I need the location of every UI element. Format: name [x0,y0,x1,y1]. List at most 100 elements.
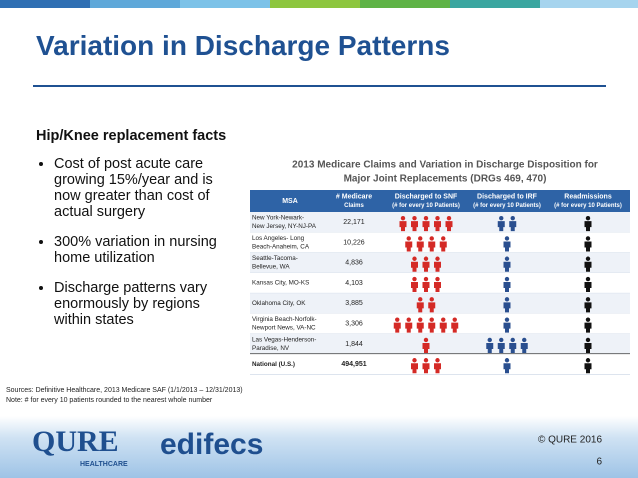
snf-icon [393,317,401,333]
icon-head [435,215,440,221]
icon-head [499,337,504,343]
snf-icon [434,358,441,374]
icon-head [585,297,591,302]
icon-body [428,302,436,313]
logo-sub: HEALTHCARE [80,461,128,468]
claims: 22,171 [343,219,365,226]
icon-body [405,241,413,252]
readmissions-icon [584,337,592,353]
msa-name: Bellevue, WA [252,264,290,271]
sources: Sources: Definitive Healthcare, 2013 Med… [6,386,243,406]
icon-head [487,337,492,343]
snf-icon [422,256,430,272]
icon-body [509,221,517,232]
column-header: (# for every 10 Patients) [554,203,622,209]
icon-head [429,236,434,241]
snf-icon [434,215,441,232]
column-header: Claims [344,203,364,209]
snf-icon [416,317,424,333]
readmissions-icon [584,317,592,333]
claims: 4,836 [345,260,363,267]
icon-head [504,256,510,261]
facts-heading: Hip/Knee replacement facts [36,128,227,144]
icon-body [445,221,453,232]
msa-name: Paradise, NV [252,345,290,352]
source-line: Note: # for every 10 patients rounded to… [6,397,213,404]
icon-head [446,215,452,221]
snf-icon [422,358,430,374]
icon-body [584,261,592,272]
icon-head [585,358,591,363]
readmissions-icon [584,297,592,313]
icon-body [584,221,592,232]
snf-icon [411,256,418,272]
readmissions-icon [584,215,592,232]
msa-name: Kansas City, MO-KS [252,280,309,287]
irf-icon [520,337,528,353]
icon-body [509,342,517,353]
irf-icon [497,337,505,353]
snf-icon [411,215,418,232]
icon-head [522,337,527,343]
icon-head [585,236,591,241]
snf-icon [405,317,413,333]
column-header: Discharged to SNF [395,193,458,200]
snf-icon [422,215,430,232]
icon-body [411,363,418,374]
column-header: # Medicare [336,193,372,200]
icon-body [428,241,436,252]
row-bg [250,293,630,314]
page-number: 6 [596,457,602,468]
icon-head [406,317,411,322]
icon-body [434,282,441,293]
icon-body [422,282,430,293]
icon-head [504,358,510,363]
icon-body [411,221,418,232]
icon-body [434,261,441,272]
snf-icon [411,358,418,374]
icon-head [395,317,400,322]
snf-icon [428,236,436,252]
icon-body [399,221,407,232]
snf-icon [411,276,418,293]
icon-body [422,221,430,232]
irf-icon [503,236,511,252]
column-header: (# for every 10 Patients) [392,203,460,209]
icon-head [412,358,417,363]
icon-body [584,241,592,252]
source-line: Sources: Definitive Healthcare, 2013 Med… [6,387,243,394]
icon-head [504,297,510,302]
logo-main: QURE [32,425,119,458]
column-header: (# for every 10 Patients) [473,203,541,209]
msa-name: Seattle-Tacoma- [252,255,298,262]
claims: 3,306 [345,320,363,327]
partner-logo: edifecs [160,428,263,461]
msa-name: Beach-Anaheim, CA [252,243,310,250]
snf-icon [451,317,459,333]
claims: 494,951 [341,361,366,368]
icon-body [416,241,424,252]
icon-body [503,302,511,313]
snf-icon [439,317,447,333]
icon-body [503,261,511,272]
icon-body [416,302,424,313]
irf-icon [497,215,505,232]
snf-icon [405,236,413,252]
msa-name: Las Vegas-Henderson- [252,336,316,343]
column-header: Readmissions [564,193,612,200]
snf-icon [428,297,436,313]
icon-head [585,317,591,322]
irf-icon [486,337,494,353]
icon-head [423,215,429,221]
readmissions-icon [584,358,592,374]
icon-body [411,282,418,293]
icon-head [504,317,510,322]
snf-icon [434,276,441,293]
msa-name: New Jersey, NY-NJ-PA [252,223,317,230]
icon-head [406,236,411,241]
bullet: Discharge patterns vary enormously by re… [54,280,236,328]
icon-body [439,241,447,252]
irf-icon [503,358,511,374]
icon-head [429,317,434,322]
